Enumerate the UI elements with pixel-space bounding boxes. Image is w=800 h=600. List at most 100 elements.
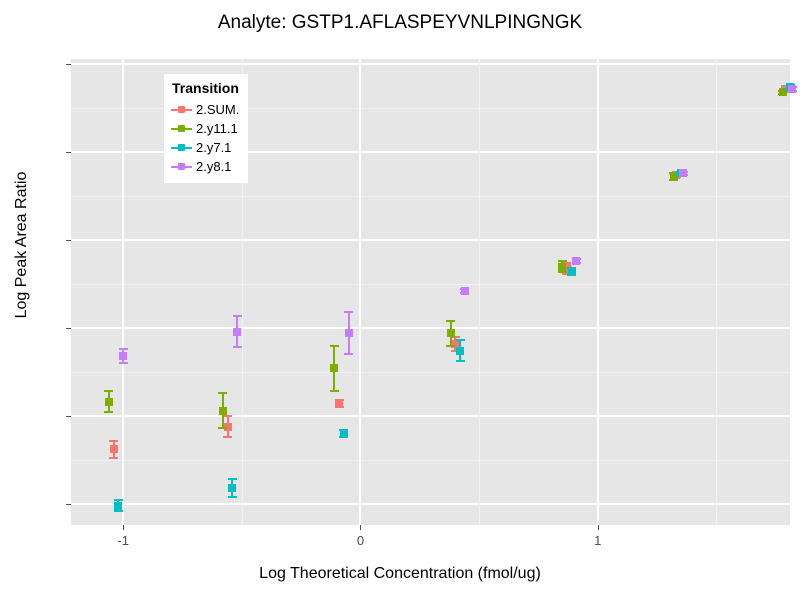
legend-item-label: 2.y11.1 xyxy=(196,121,238,136)
error-bar-cap xyxy=(104,390,114,393)
grid-minor-vertical xyxy=(479,59,481,525)
legend: Transition 2.SUM. 2.y11.1 2.y7.1 2.y8.1 xyxy=(164,74,249,183)
error-bar-cap xyxy=(218,427,228,430)
error-bar-cap xyxy=(227,495,237,498)
error-bar-cap xyxy=(113,499,123,502)
data-marker xyxy=(446,329,455,338)
error-bar-cap xyxy=(557,270,567,273)
grid-minor-horizontal xyxy=(71,372,790,373)
grid-minor-horizontal xyxy=(71,284,790,286)
legend-key-icon xyxy=(171,100,192,119)
data-marker xyxy=(339,429,348,438)
error-bar-cap xyxy=(109,457,119,460)
y-tick-mark xyxy=(66,64,71,66)
data-marker xyxy=(228,484,237,493)
legend-items: 2.SUM. 2.y11.1 2.y7.1 2.y8.1 xyxy=(171,100,239,176)
y-axis-label: Log Peak Area Ratio xyxy=(13,171,30,319)
error-bar-cap xyxy=(562,261,572,264)
error-bar-cap xyxy=(455,339,465,342)
y-tick-mark xyxy=(66,503,71,505)
legend-item-2-y7-1[interactable]: 2.y7.1 xyxy=(171,138,239,157)
error-bar-cap xyxy=(227,478,237,481)
grid-major-vertical xyxy=(596,59,599,525)
data-marker xyxy=(119,352,128,361)
data-marker xyxy=(114,501,123,510)
error-bar-cap xyxy=(104,411,114,414)
data-marker xyxy=(330,364,339,373)
data-marker xyxy=(456,346,465,355)
error-bar-cap xyxy=(450,335,460,338)
data-marker xyxy=(344,329,353,338)
y-tick-mark xyxy=(66,328,71,330)
legend-key-icon xyxy=(171,138,192,157)
grid-minor-horizontal xyxy=(71,196,790,198)
legend-key-icon xyxy=(171,157,192,176)
data-marker xyxy=(218,406,227,415)
y-tick-mark xyxy=(66,152,71,154)
legend-item-label: 2.y7.1 xyxy=(196,140,232,155)
error-bar-cap xyxy=(218,392,228,395)
error-bar-cap xyxy=(223,436,233,439)
error-bar-cap xyxy=(562,272,572,275)
legend-item-label: 2.SUM. xyxy=(196,102,240,117)
grid-major-vertical xyxy=(359,59,362,525)
legend-item-2-y8-1[interactable]: 2.y8.1 xyxy=(171,157,239,176)
data-marker xyxy=(558,262,567,271)
y-tick-mark xyxy=(66,240,71,242)
data-marker xyxy=(562,264,571,273)
error-bar-cap xyxy=(557,260,567,263)
page-title: Analyte: GSTP1.AFLASPEYVNLPINGNGK xyxy=(217,12,583,33)
data-marker xyxy=(104,397,113,406)
legend-item-2-y11-1[interactable]: 2.y11.1 xyxy=(171,119,239,138)
x-tick-label: 1 xyxy=(594,533,602,548)
error-bar-cap xyxy=(109,439,119,442)
grid-major-horizontal xyxy=(71,239,790,242)
legend-item-2-sum-[interactable]: 2.SUM. xyxy=(171,100,239,119)
data-marker xyxy=(233,327,242,336)
grid-minor-vertical xyxy=(241,59,243,525)
data-marker xyxy=(572,257,581,266)
error-bar-cap xyxy=(450,349,460,352)
error-bar-cap xyxy=(329,390,339,393)
grid-minor-vertical xyxy=(716,59,718,525)
error-bar-cap xyxy=(446,344,456,347)
grid-major-horizontal xyxy=(71,151,790,154)
legend-title: Transition xyxy=(172,80,239,96)
grid-major-horizontal xyxy=(71,414,790,417)
x-tick-label: -1 xyxy=(117,533,129,548)
data-marker xyxy=(567,267,576,276)
error-bar-cap xyxy=(446,320,456,322)
grid-minor-horizontal xyxy=(71,108,790,110)
x-tick-mark xyxy=(597,525,599,530)
data-marker xyxy=(223,422,232,431)
error-bar-cap xyxy=(118,348,128,351)
error-bar-cap xyxy=(455,360,465,363)
grid-major-horizontal xyxy=(71,502,790,505)
grid-major-horizontal xyxy=(71,63,790,66)
legend-item-label: 2.y8.1 xyxy=(196,159,232,174)
data-marker xyxy=(788,84,797,93)
x-tick-label: 0 xyxy=(356,533,365,548)
grid-minor-horizontal xyxy=(71,459,790,461)
data-marker xyxy=(451,339,460,348)
data-marker xyxy=(778,88,787,97)
grid-major-horizontal xyxy=(71,327,790,330)
error-bar-cap xyxy=(329,344,339,347)
data-marker xyxy=(669,172,678,181)
data-marker xyxy=(335,399,344,408)
x-tick-mark xyxy=(123,525,125,530)
error-bar-cap xyxy=(232,314,242,317)
x-tick-mark xyxy=(360,525,362,530)
legend-key-icon xyxy=(171,119,192,138)
x-axis-label: Log Theoretical Concentration (fmol/ug) xyxy=(259,565,541,582)
grid-major-vertical xyxy=(122,59,125,525)
error-bar-cap xyxy=(118,362,128,365)
data-marker xyxy=(679,169,688,178)
error-bar-cap xyxy=(223,414,233,417)
data-marker xyxy=(460,287,469,296)
error-bar-cap xyxy=(344,353,354,356)
y-tick-mark xyxy=(66,415,71,417)
error-bar-cap xyxy=(113,509,123,512)
error-bar-cap xyxy=(344,311,354,314)
